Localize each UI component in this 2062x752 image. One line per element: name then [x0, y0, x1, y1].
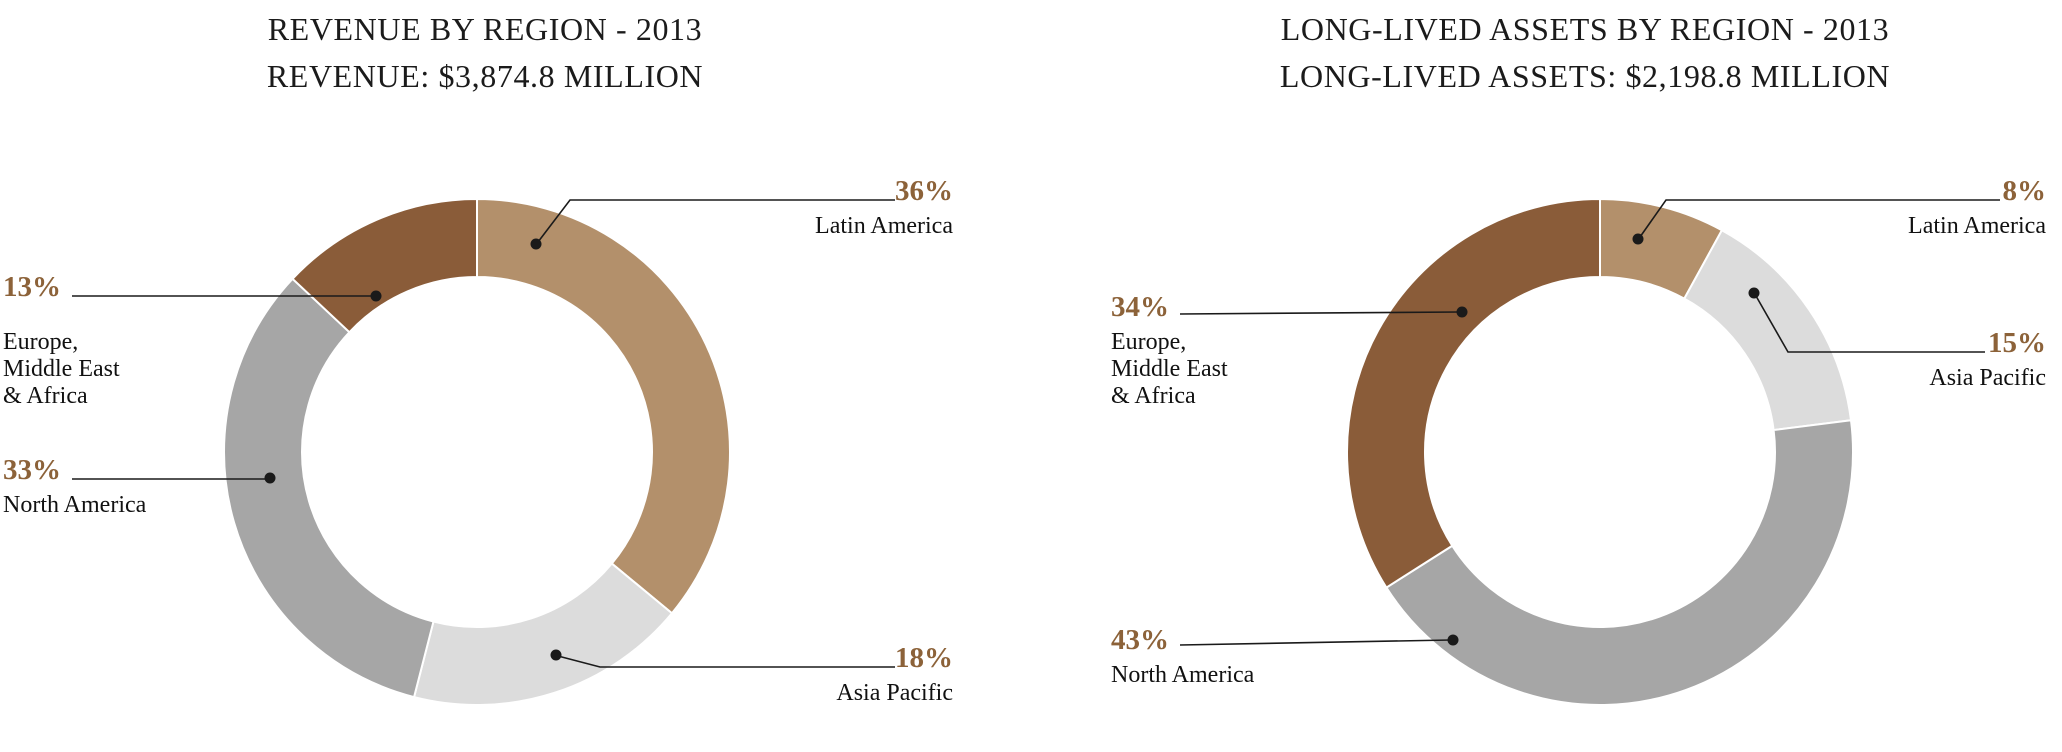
region-label: Asia Pacific	[1929, 365, 2046, 391]
assets-title-line1: LONG-LIVED ASSETS BY REGION - 2013	[1280, 11, 1890, 47]
leader-lines	[72, 199, 2000, 668]
leader-dot-revenue-emea	[370, 290, 382, 302]
donut-segment-north-america	[1385, 419, 1854, 706]
donut-segment-latin-america	[476, 197, 731, 615]
revenue-title-line2: REVENUE: $3,874.8 MILLION	[266, 58, 704, 94]
leader-dot-revenue-latin-america	[530, 238, 542, 250]
percent-label: 34%	[1111, 291, 1169, 323]
callout-assets-north-america: 43% North America	[1111, 625, 1411, 689]
percent-label: 33%	[3, 454, 61, 486]
leader-dot-revenue-north-america	[264, 472, 276, 484]
leader-line-revenue-asia-pacific	[557, 655, 895, 668]
revenue-donut-ring	[223, 197, 731, 706]
callout-assets-asia-pacific: 15% Asia Pacific	[1746, 328, 2046, 392]
region-label-line1: Europe,	[1111, 329, 1187, 355]
percent-label: 18%	[895, 642, 953, 674]
leader-line-assets-latin-america	[1639, 199, 2000, 238]
assets-donut-ring	[1346, 197, 1854, 706]
callout-assets-latin-america: 8% Latin America	[1746, 176, 2046, 240]
region-label-line2: Middle East	[1111, 356, 1228, 382]
percent-label: 43%	[1111, 624, 1169, 656]
donut-segment-europe-middle-east-africa	[1346, 197, 1601, 589]
donut-segment-north-america	[223, 277, 435, 699]
assets-title-line2: LONG-LIVED ASSETS: $2,198.8 MILLION	[1279, 58, 1891, 94]
donut-segment-asia-pacific	[412, 562, 674, 706]
percent-label: 13%	[3, 271, 61, 303]
percent-label: 36%	[895, 175, 953, 207]
leader-line-assets-emea	[1179, 311, 1461, 315]
callout-revenue-latin-america: 36% Latin America	[653, 176, 953, 240]
leader-dot-assets-emea	[1456, 306, 1468, 318]
region-label: Asia Pacific	[836, 680, 953, 706]
region-label-line3: & Africa	[1111, 383, 1196, 409]
assets-chart-title: LONG-LIVED ASSETS BY REGION - 2013 LONG-…	[1190, 6, 1980, 100]
region-label: Latin America	[815, 213, 953, 239]
leader-dot-assets-latin-america	[1632, 233, 1644, 245]
leader-line-revenue-latin-america	[537, 199, 895, 243]
region-label-line3: & Africa	[3, 383, 88, 409]
donut-segment-europe-middle-east-africa	[291, 197, 478, 334]
revenue-title-line1: REVENUE BY REGION - 2013	[267, 11, 703, 47]
leader-line-assets-asia-pacific	[1755, 295, 1985, 353]
revenue-chart-title: REVENUE BY REGION - 2013 REVENUE: $3,874…	[90, 6, 880, 100]
region-label: North America	[3, 492, 147, 518]
percent-label: 8%	[2002, 175, 2047, 207]
leader-dot-assets-north-america	[1447, 634, 1459, 646]
callout-revenue-north-america: 33% North America	[3, 455, 303, 519]
leader-line-assets-north-america	[1179, 639, 1452, 646]
leader-dot-revenue-asia-pacific	[550, 649, 562, 661]
region-label: Latin America	[1908, 213, 2046, 239]
leader-dot-assets-asia-pacific	[1748, 287, 1760, 299]
region-label-line2: Middle East	[3, 356, 120, 382]
callout-revenue-emea: 13% Europe, Middle East & Africa	[3, 272, 283, 410]
callout-assets-emea: 34% Europe, Middle East & Africa	[1111, 292, 1391, 410]
region-label: North America	[1111, 662, 1255, 688]
region-label-line1: Europe,	[3, 329, 79, 355]
callout-revenue-asia-pacific: 18% Asia Pacific	[653, 643, 953, 707]
percent-label: 15%	[1988, 327, 2046, 359]
